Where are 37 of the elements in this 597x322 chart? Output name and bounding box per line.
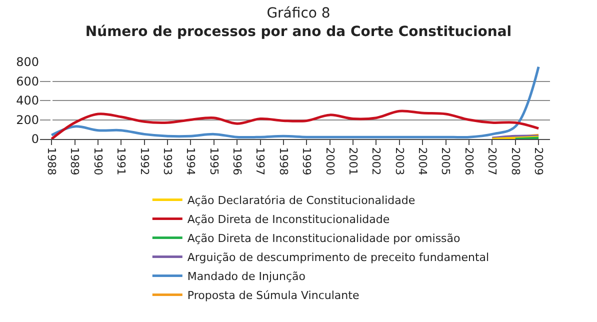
x-tick-label: 2008 [508,147,522,176]
x-tick-label: 2004 [416,147,430,176]
y-tick-label: 0 [31,132,39,146]
x-tick-label: 1992 [138,147,151,176]
x-tick-label: 1988 [45,147,58,176]
x-tick-label: 2001 [346,147,360,176]
x-tick-label: 2006 [462,147,476,176]
x-tick-label: 1997 [254,147,267,176]
x-tick-label: 2003 [392,147,406,176]
x-tick-label: 2007 [486,147,499,176]
x-tick-label: 1990 [91,147,104,176]
chart-title: Número de processos por ano da Corte Constitucional [85,24,512,40]
x-tick-label: 1989 [68,147,82,176]
y-tick-label: 800 [16,55,39,70]
legend-label: Proposta de Súmula Vinculante [187,288,360,302]
x-tick-label: 1995 [207,147,220,176]
x-tick-label: 1994 [184,147,198,176]
x-tick-label: 2000 [323,147,336,176]
x-tick-label: 1998 [276,147,290,176]
legend-label: Mandado de Injunção [187,270,306,283]
y-tick-label: 600 [16,74,39,88]
legend-label: Ação Direta de Inconstitucionalidade por omissão [187,232,461,245]
x-tick-label: 1993 [160,147,174,176]
x-tick-label: 1999 [300,147,314,176]
x-tick-label: 2002 [370,147,383,176]
legend-label: Ação Declaratória de Constitucionalidade [187,194,416,207]
line-series [50,66,540,139]
y-tick-label: 400 [16,94,39,108]
x-tick-label: 2005 [439,147,452,176]
line-series [50,110,540,139]
y-tick-label: 200 [16,112,39,127]
legend-label: Arguição de descumprimento de preceito fundamental [187,250,490,264]
x-tick-label: 1996 [230,147,244,176]
x-tick-label: 1991 [114,147,128,176]
legend-label: Ação Direta de Inconstitucionalidade [187,212,390,226]
x-tick-label: 2009 [532,147,545,176]
chart-subtitle: Gráfico 8 [266,6,330,22]
